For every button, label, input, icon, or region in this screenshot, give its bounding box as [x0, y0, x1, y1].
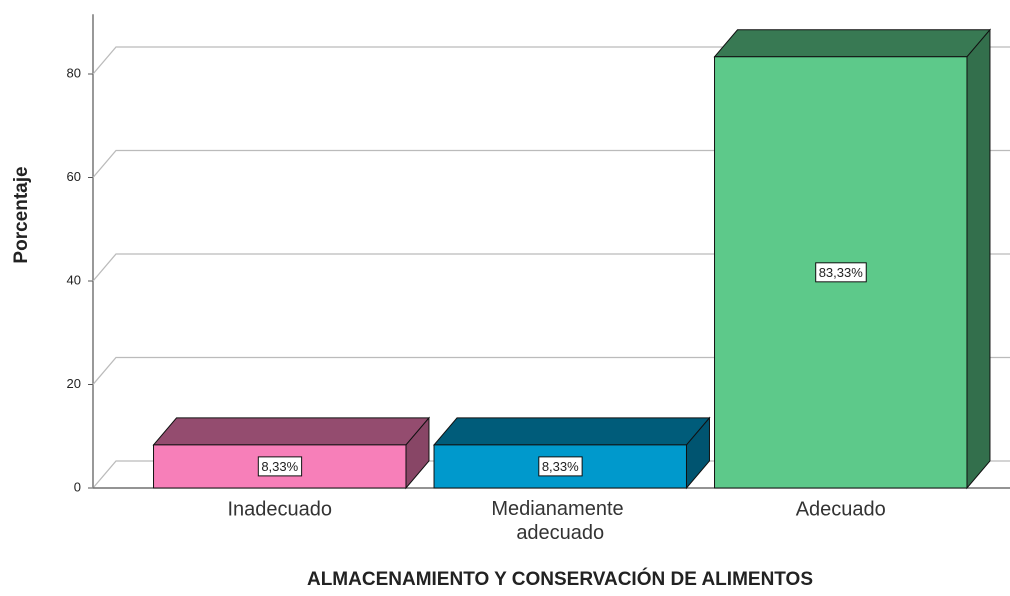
- y-tick-label: 0: [74, 479, 81, 494]
- grid-line: [92, 149, 1010, 178]
- value-label: 8,33%: [261, 459, 298, 474]
- y-axis-title: Porcentaje: [11, 166, 32, 263]
- bar-top: [432, 417, 711, 446]
- x-tick-label: Medianamente adecuado: [491, 498, 629, 544]
- x-tick-label: Adecuado: [796, 498, 886, 520]
- grid-line: [92, 356, 1010, 385]
- y-tick-label: 20: [67, 376, 81, 391]
- value-label: 83,33%: [819, 265, 864, 280]
- x-tick-label: Inadecuado: [227, 498, 332, 520]
- x-axis-title: ALMACENAMIENTO Y CONSERVACIÓN DE ALIMENT…: [307, 568, 813, 590]
- value-label: 8,33%: [542, 459, 579, 474]
- value-label-box: [257, 456, 303, 477]
- bar-top: [713, 29, 992, 58]
- y-tick-label: 60: [67, 169, 81, 184]
- y-tick-label: 40: [67, 272, 81, 287]
- grid-line: [92, 460, 1010, 489]
- grid-line: [92, 253, 1010, 282]
- bar-top: [152, 417, 431, 446]
- value-label-box: [815, 262, 867, 283]
- bar-side: [966, 28, 991, 490]
- value-label-box: [538, 456, 583, 477]
- grid-line: [92, 46, 1010, 75]
- y-tick-label: 80: [67, 65, 81, 80]
